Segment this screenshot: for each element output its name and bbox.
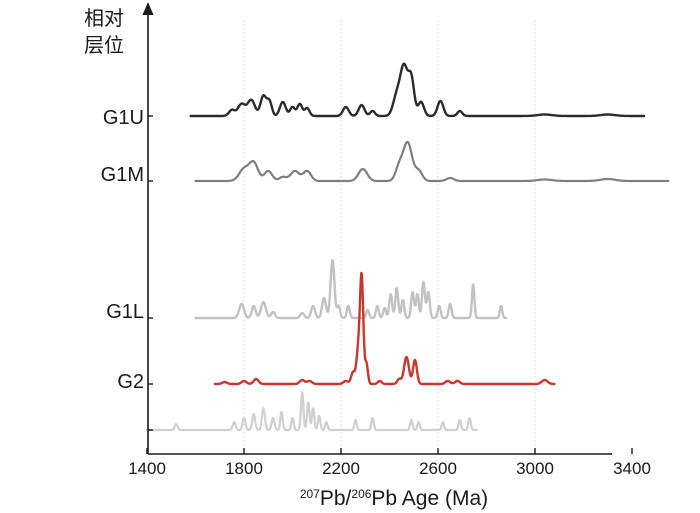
x-tick-label: 3000: [516, 459, 554, 478]
row-label: G2: [117, 371, 144, 393]
row-labels: G1U G1M G1L G2: [101, 107, 144, 393]
x-tick-label: 2200: [322, 459, 360, 478]
axes: 1400 1800 2200 2600 3000 3400: [128, 2, 651, 478]
series-curve-g1l: [194, 259, 508, 320]
y-ticks: [148, 115, 153, 431]
series-curves: [145, 62, 670, 432]
x-tick-label: 2600: [419, 459, 457, 478]
y-axis-title-line-1: 相对: [84, 6, 124, 30]
y-axis-arrow: [142, 2, 154, 15]
x-ticks: 1400 1800 2200 2600 3000 3400: [128, 448, 651, 478]
x-tick-label: 1800: [225, 459, 263, 478]
x-title-superscript: 206: [351, 487, 371, 501]
x-axis-title: 207Pb/206Pb Age (Ma): [300, 487, 488, 510]
row-label: G1U: [103, 107, 144, 129]
series-curve-g1u: [189, 62, 646, 118]
x-tick-label: 3400: [613, 459, 651, 478]
series-curve-g2: [213, 271, 556, 386]
x-title-text: Pb/: [320, 487, 352, 510]
series-curve-base: [145, 390, 478, 432]
x-title-superscript: 207: [300, 487, 320, 501]
row-label: G1L: [106, 301, 144, 323]
y-axis-title-line-2: 层位: [84, 33, 124, 57]
x-tick-label: 1400: [128, 459, 166, 478]
x-title-text: Pb Age (Ma): [371, 487, 488, 510]
row-label: G1M: [101, 164, 144, 186]
grid-lines: [243, 20, 536, 454]
series-curve-g1m: [194, 140, 670, 183]
